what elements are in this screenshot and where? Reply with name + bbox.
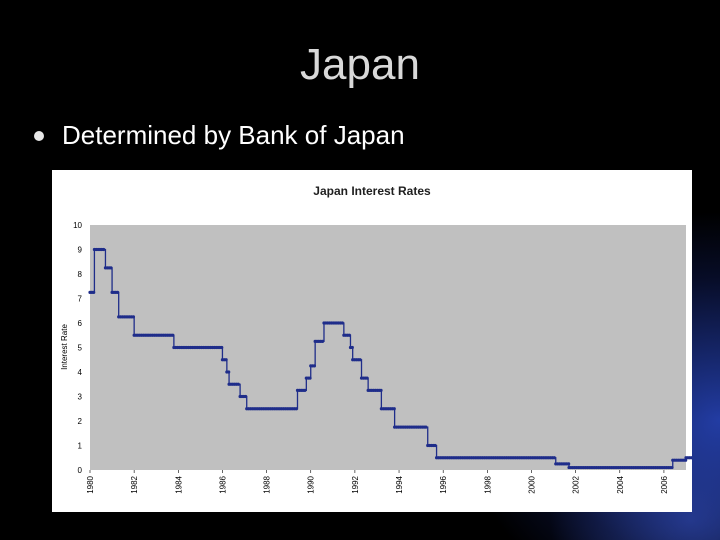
data-point [567,462,571,466]
series-line [90,248,698,469]
data-point [115,290,120,294]
data-point [365,376,369,380]
data-point [684,458,688,462]
x-tick-label: 1986 [218,475,227,493]
data-point [244,394,248,399]
x-tick-label: 1994 [395,475,404,493]
x-tick-label: 2000 [527,475,536,493]
x-tick-label: 1982 [130,475,139,493]
x-tick-label: 1980 [86,475,95,493]
y-tick-label: 1 [78,442,83,451]
x-tick-label: 1996 [439,475,448,493]
data-point [392,407,396,411]
y-tick-label: 0 [78,466,83,475]
x-tick-label: 1998 [483,475,492,493]
data-point [294,407,298,411]
data-point [303,388,307,392]
data-point [347,333,351,337]
chart-title: Japan Interest Rates [313,184,431,198]
x-tick-label: 1992 [351,475,360,493]
data-point [358,358,362,362]
y-tick-label: 10 [73,221,82,230]
y-tick-label: 4 [78,368,83,377]
data-point [220,345,224,350]
data-point [552,456,556,460]
data-point [308,376,312,380]
data-point [224,358,228,362]
x-tick-label: 1988 [263,475,272,493]
data-point [379,388,383,392]
x-tick-label: 1990 [307,475,316,493]
y-tick-label: 2 [78,417,83,426]
x-tick-label: 1984 [174,475,183,493]
interest-rate-chart: Japan Interest Rates Interest Rate 0 1 2 3 4… [60,184,698,494]
data-point [92,290,96,294]
x-tick-label: 2004 [616,475,625,493]
data-point [340,321,344,325]
data-point [670,465,674,470]
bullet-item: Determined by Bank of Japan [34,120,405,151]
data-point [350,345,354,350]
data-point [109,266,113,270]
slide-title: Japan [300,40,420,89]
data-point [433,443,437,448]
bullet-text: Determined by Bank of Japan [62,120,405,150]
data-point [312,364,317,368]
chart-container: Japan Interest Rates Interest Rate 0 1 2 3 4… [52,170,698,512]
data-point [171,333,175,337]
data-point [102,247,106,252]
y-tick-label: 8 [78,270,83,279]
data-point [131,315,136,319]
data-point [320,339,325,343]
x-tick-label: 2006 [660,475,669,493]
y-tick-label: 3 [78,393,83,402]
y-tick-label: 6 [78,319,83,328]
y-tick-label: 7 [78,295,83,304]
data-point [236,382,240,386]
y-axis-label: Interest Rate [60,324,69,370]
y-tick-label: 9 [78,246,83,255]
bullet-dot-icon [34,130,44,141]
data-point [424,425,428,429]
y-tick-label: 5 [78,344,83,353]
data-point [227,370,231,374]
x-tick-label: 2002 [572,475,581,493]
